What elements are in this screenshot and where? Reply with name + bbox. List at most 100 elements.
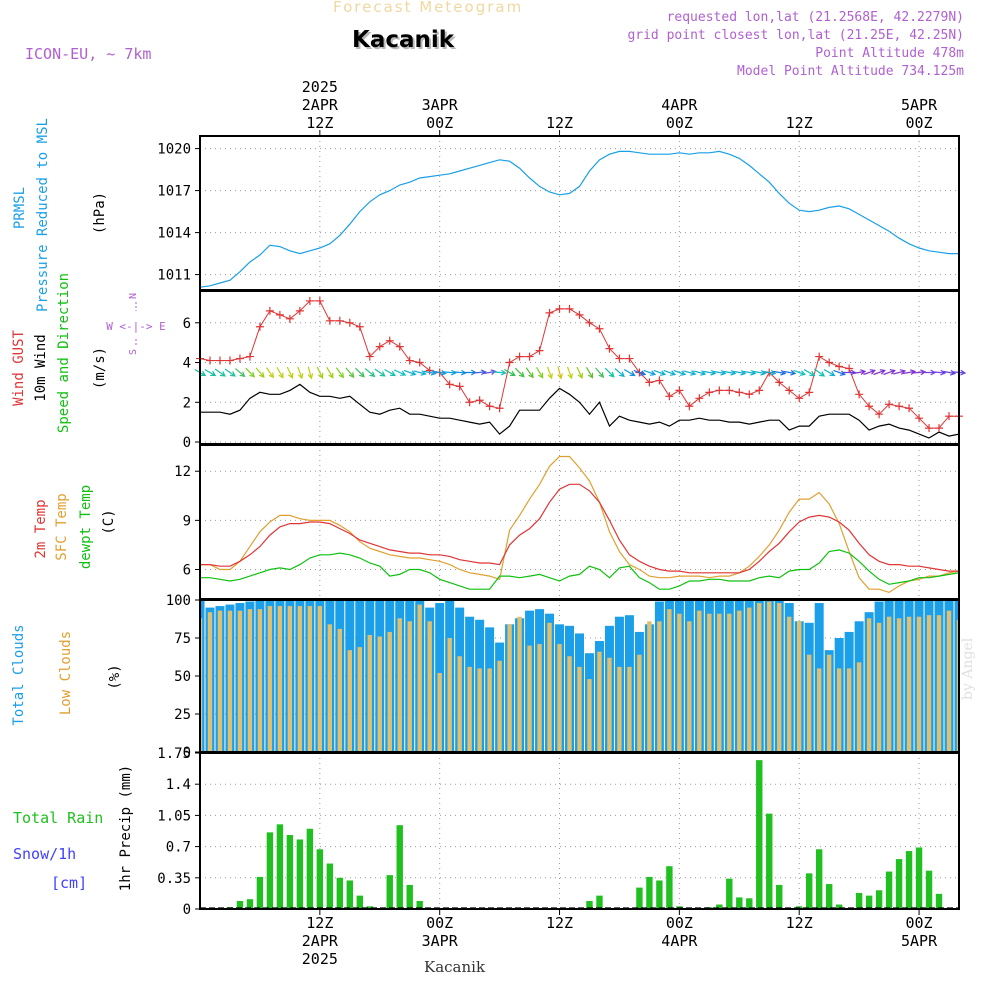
gust-marker [615,354,624,363]
compass-n: N [128,293,139,299]
wind-speed-line [200,383,960,439]
wind-direction-arrow [566,366,573,380]
gust-marker [755,386,764,395]
low-cloud-bar [327,624,333,752]
low-cloud-bar [447,638,452,752]
y-tick-label: 0 [183,435,191,451]
low-cloud-bar [667,609,672,752]
bottom-x-label: 5APR [901,932,938,950]
low-cloud-bar [557,644,562,752]
gust-marker [655,376,664,385]
gust-marker [665,392,674,401]
gust-marker [735,388,744,397]
low-cloud-bar [407,621,412,752]
low-cloud-bar [787,616,792,752]
low-cloud-bar [547,622,552,752]
gust-marker [885,400,894,409]
total-cloud-bar [200,600,205,752]
low-cloud-bar [487,668,492,752]
clouds-unit: (%) [107,664,123,689]
low-cloud-bar [267,606,273,752]
gust-marker [365,352,374,361]
rain-bar [855,892,863,909]
wind-direction-arrow [863,369,876,376]
low-cloud-bar [797,621,802,752]
y-tick-label: 0.7 [166,840,191,856]
gust-marker [895,402,904,411]
low-cloud-bar [816,668,822,752]
top-x-label: 00Z [666,114,693,132]
bottom-x-label: 00Z [426,914,453,932]
wind-direction-arrow [335,367,345,379]
low-cloud-bar [307,606,313,752]
wind-direction-arrow [255,367,265,379]
low-cloud-bar [876,622,882,752]
y-tick-label: 1011 [157,268,191,284]
gust-marker [825,358,834,367]
rain-bar [266,832,274,909]
pressure-line [199,150,959,288]
gust-marker [585,318,594,327]
wind-direction-arrow [235,368,246,378]
low-cloud-bar [297,606,303,752]
low-cloud-bar [457,656,462,752]
wind-direction-arrow [384,368,396,377]
gust-marker [265,306,274,315]
low-cloud-bar [916,616,922,752]
y-tick-label: 1020 [157,142,191,158]
bottom-x-label: 3APR [422,932,459,950]
y-tick-label: 50 [174,669,191,685]
pressure-unit: (hPa) [92,192,108,234]
temp-unit: (C) [101,509,117,534]
wind-direction-arrow [614,368,625,378]
wind-direction-arrow [307,366,314,380]
low-cloud-bar [627,666,632,752]
rain-bar [406,884,413,909]
gust-label: Wind GUST [11,330,27,406]
y-tick-label: 75 [174,631,191,647]
rain-bar [366,906,373,909]
low-cloud-bar [217,610,223,752]
wind-direction-arrow [525,367,534,379]
wind-direction-arrow [733,369,747,376]
rain-bar [306,828,314,909]
y-tick-label: 1014 [157,226,191,242]
gridpoint-coords: grid point closest lon,lat (21.25E, 42.2… [627,28,964,43]
low-cloud-bar [697,610,702,752]
rain-bar [276,824,284,909]
low-cloud-bar [886,616,892,752]
wind-direction-arrow [773,369,787,376]
panel-temperature: 6 9 12 [174,444,960,600]
gust-marker [285,314,294,323]
gust-marker [325,316,334,325]
gust-marker [455,382,464,391]
gust-marker [695,394,704,403]
gust-marker [295,306,304,315]
y-tick-label: 25 [174,707,191,723]
wind-direction-arrow [623,368,636,377]
low-cloud-bar [537,644,542,752]
bottom-x-label: 12Z [546,914,573,932]
top-x-label: 4APR [661,96,698,114]
low-cloud-bar [737,610,742,752]
pressure-label-1: PRMSL [12,187,28,229]
rain-bar [895,859,903,909]
t2m-line [200,483,959,574]
wind-direction-arrow [297,366,304,380]
low-cloud-bar [257,609,263,752]
gust-marker [815,352,824,361]
y-tick-label: 6 [183,316,191,332]
dewpt-line [200,549,960,590]
gust-marker [505,358,514,367]
gust-marker [805,388,814,397]
y-tick-label: 1.75 [157,746,191,762]
top-x-label: 2025 [302,78,338,96]
wind-direction-arrow [604,367,615,378]
low-cloud-bar [836,668,842,752]
gust-marker [345,318,354,327]
rain-bar [646,876,653,909]
wind-direction-arrow [403,369,417,376]
wind-direction-arrow [245,367,256,378]
rain-bar [776,884,783,909]
